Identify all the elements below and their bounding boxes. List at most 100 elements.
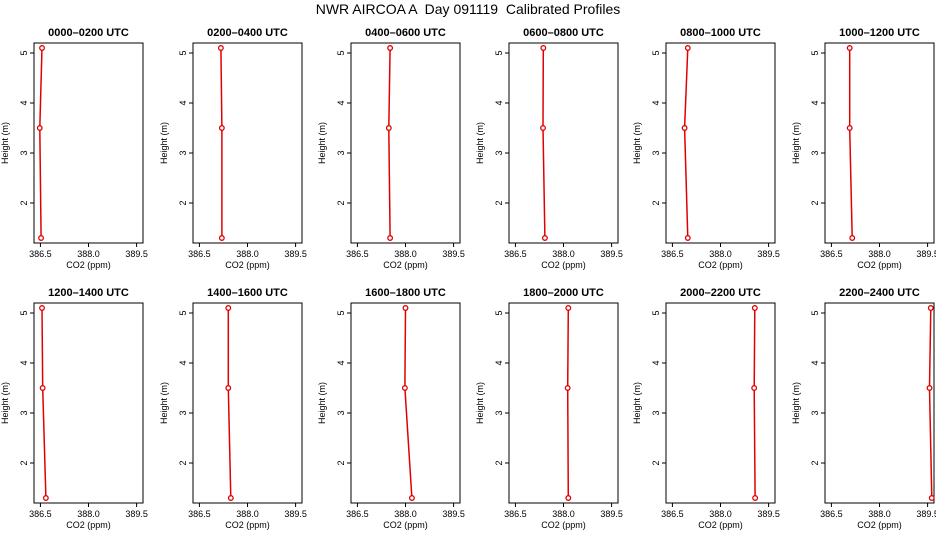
x-tick-label: 386.5 — [29, 249, 52, 259]
profile-line — [928, 307, 933, 499]
x-tick-label: 388.0 — [868, 509, 891, 519]
y-tick-label: 3 — [178, 410, 188, 415]
x-tick-label: 389.5 — [284, 509, 307, 519]
data-point — [846, 125, 853, 131]
x-tick-label: 386.5 — [346, 509, 369, 519]
y-tick-label: 2 — [19, 200, 29, 205]
x-tick-label: 386.5 — [29, 509, 52, 519]
y-tick-label: 4 — [494, 360, 504, 365]
y-axis-label: Height (m) — [791, 122, 801, 164]
x-axis-label: CO2 (ppm) — [225, 260, 270, 270]
y-axis-label: Height (m) — [0, 382, 10, 424]
panel-title: 1200–1400 UTC — [48, 287, 129, 299]
y-tick-label: 4 — [651, 100, 661, 105]
y-axis-label: Height (m) — [0, 122, 10, 164]
y-tick-label: 2 — [178, 460, 188, 465]
y-tick-label: 2 — [336, 460, 346, 465]
y-tick-label: 5 — [651, 310, 661, 315]
x-tick-label: 389.5 — [125, 509, 148, 519]
x-axis-label: CO2 (ppm) — [698, 520, 743, 530]
profile-panel: 2000–2200 UTC 386.5 388.0 389.5 CO2 (ppm) 2 3 4… — [632, 287, 780, 530]
x-tick-label: 388.0 — [236, 509, 259, 519]
panel-title: 0000–0200 UTC — [48, 27, 129, 39]
plot-frame — [350, 42, 461, 244]
data-point — [408, 495, 415, 501]
data-point — [681, 125, 688, 131]
x-axis-label: CO2 (ppm) — [857, 260, 902, 270]
y-tick-label: 5 — [810, 50, 820, 55]
data-point — [387, 45, 394, 51]
plot-frame — [665, 42, 776, 244]
y-axis-label: Height (m) — [317, 382, 327, 424]
x-axis-label: CO2 (ppm) — [541, 260, 586, 270]
x-axis-label: CO2 (ppm) — [383, 520, 428, 530]
plot-frame — [192, 42, 303, 244]
data-point — [751, 305, 758, 311]
y-tick-label: 4 — [19, 360, 29, 365]
profile-panel: 1000–1200 UTC 386.5 388.0 389.5 CO2 (ppm) 2 3 4… — [791, 27, 936, 270]
y-tick-label: 2 — [19, 460, 29, 465]
profile-line — [542, 47, 546, 239]
y-tick-label: 2 — [651, 200, 661, 205]
y-tick-label: 5 — [336, 50, 346, 55]
y-axis-label: Height (m) — [632, 382, 642, 424]
data-point — [752, 495, 759, 501]
y-tick-label: 5 — [19, 50, 29, 55]
x-tick-label: 389.5 — [600, 249, 623, 259]
x-tick-label: 388.0 — [77, 509, 100, 519]
plot-frame — [33, 42, 144, 244]
y-tick-label: 3 — [19, 410, 29, 415]
x-tick-label: 386.5 — [820, 509, 843, 519]
panel-title: 1400–1600 UTC — [207, 287, 288, 299]
panel-title: 2000–2200 UTC — [680, 287, 761, 299]
y-tick-label: 3 — [810, 410, 820, 415]
profile-panel: 0200–0400 UTC 386.5 388.0 389.5 CO2 (ppm) 2 3 4… — [159, 27, 307, 270]
x-tick-label: 386.5 — [188, 509, 211, 519]
profile-panel: 0800–1000 UTC 386.5 388.0 389.5 CO2 (ppm) 2 3 4… — [632, 27, 780, 270]
y-axis-label: Height (m) — [159, 382, 169, 424]
data-point — [385, 125, 392, 131]
y-tick-label: 3 — [336, 150, 346, 155]
x-tick-label: 386.5 — [661, 509, 684, 519]
profile-line — [753, 307, 756, 499]
profile-panel: 1600–1800 UTC 386.5 388.0 389.5 CO2 (ppm) 2 3 4… — [317, 287, 465, 530]
y-tick-label: 2 — [651, 460, 661, 465]
data-point — [926, 385, 933, 391]
data-point — [849, 235, 856, 241]
y-tick-label: 5 — [494, 310, 504, 315]
y-tick-label: 2 — [494, 200, 504, 205]
x-axis-label: CO2 (ppm) — [66, 520, 111, 530]
y-tick-label: 4 — [651, 360, 661, 365]
y-tick-label: 3 — [651, 150, 661, 155]
x-tick-label: 386.5 — [346, 249, 369, 259]
data-point — [402, 305, 409, 311]
y-tick-label: 3 — [494, 410, 504, 415]
y-axis-label: Height (m) — [475, 122, 485, 164]
profile-panel: 0600–0800 UTC 386.5 388.0 389.5 CO2 (ppm) 2 3 4… — [475, 27, 623, 270]
y-tick-label: 3 — [810, 150, 820, 155]
data-point — [684, 45, 691, 51]
x-tick-label: 388.0 — [552, 509, 575, 519]
data-point — [751, 385, 758, 391]
panel-title: 0200–0400 UTC — [207, 27, 288, 39]
x-tick-label: 389.5 — [916, 509, 936, 519]
y-tick-label: 2 — [810, 200, 820, 205]
x-tick-label: 388.0 — [394, 249, 417, 259]
x-tick-label: 388.0 — [709, 509, 732, 519]
profile-panel: 1800–2000 UTC 386.5 388.0 389.5 CO2 (ppm) 2 3 4… — [475, 287, 623, 530]
x-tick-label: 388.0 — [709, 249, 732, 259]
profile-line — [566, 307, 570, 499]
plot-frame — [192, 302, 303, 504]
x-tick-label: 386.5 — [820, 249, 843, 259]
panel-title: 0600–0800 UTC — [523, 27, 604, 39]
profile-line — [848, 48, 853, 239]
profile-line — [220, 47, 223, 238]
x-tick-label: 389.5 — [757, 509, 780, 519]
y-tick-label: 3 — [178, 150, 188, 155]
profile-line — [41, 307, 47, 499]
profile-panel: 1400–1600 UTC 386.5 388.0 389.5 CO2 (ppm) 2 3 4… — [159, 287, 307, 530]
panel-title: 0800–1000 UTC — [680, 27, 761, 39]
y-tick-label: 5 — [810, 310, 820, 315]
x-tick-label: 388.0 — [552, 249, 575, 259]
